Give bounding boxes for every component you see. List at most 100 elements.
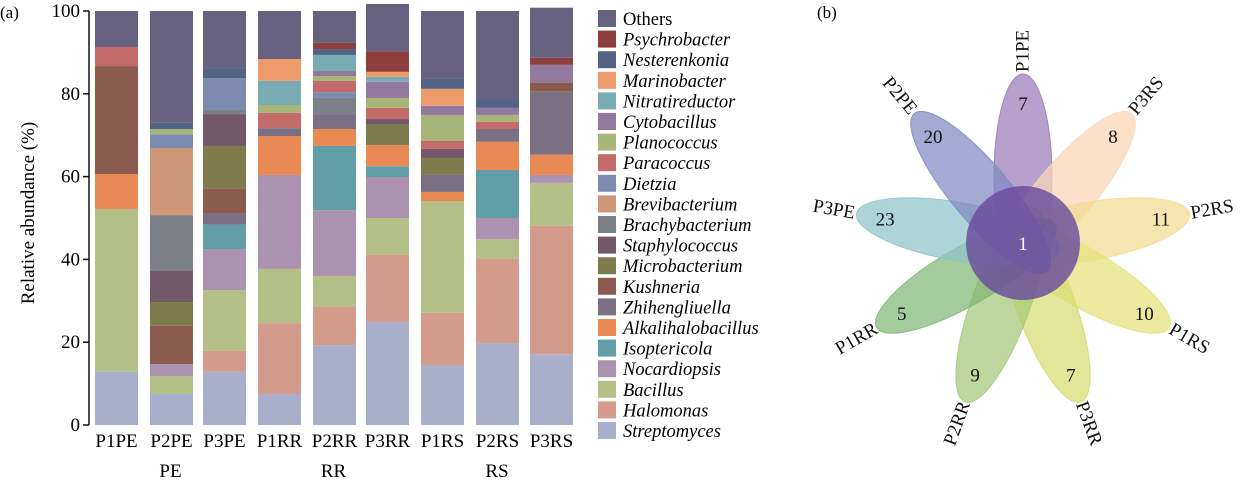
legend-swatch — [598, 339, 616, 357]
legend-item: Psychrobacter — [598, 31, 731, 51]
bar-segment-others — [258, 11, 301, 60]
legend-label: Kushneria — [622, 278, 700, 298]
bar-segment-bacillus — [476, 239, 519, 259]
legend-swatch — [598, 10, 616, 27]
bar-segment-planococcus — [476, 114, 519, 122]
legend-item: Cytobacillus — [598, 113, 717, 133]
bar-segment-planococcus — [313, 75, 356, 81]
legend-label: Microbacterium — [622, 257, 743, 277]
x-tick-label: P3RR — [365, 431, 411, 452]
bar-segment-alkalihalobacillus — [530, 154, 573, 175]
unique-count-P3RS: 8 — [1108, 127, 1118, 148]
bar-segment-zhihengliuella — [530, 91, 573, 155]
bar-segment-kushneria — [203, 188, 246, 214]
bar-segment-cytobacillus — [421, 105, 464, 115]
group-labels: PE RR RS — [159, 461, 508, 481]
bar-segment-nesterenkonia — [150, 122, 193, 129]
bar-segment-cytobacillus — [366, 81, 409, 98]
bar-segment-marinobacter — [421, 88, 464, 106]
y-axis: 0 20 40 60 80 100 — [52, 1, 90, 436]
bar-segment-nitratireductor — [258, 80, 301, 105]
bar-segment-nocardiopsis — [366, 177, 409, 218]
legend-item: Zhihengliuella — [598, 298, 731, 318]
bar-segment-isoptericola — [203, 224, 246, 250]
y-tick-label: 0 — [71, 415, 81, 436]
legend-label: Nitratireductor — [622, 92, 736, 112]
x-tick-label: P2RR — [312, 431, 358, 452]
set-label-P2RR: P2RR — [940, 398, 975, 448]
x-tick-label: P2RS — [476, 431, 519, 452]
bar-segment-halomonas — [530, 225, 573, 355]
shared-circle — [966, 186, 1080, 300]
bar-segment-cytobacillus — [313, 71, 356, 76]
legend-swatch — [598, 133, 616, 151]
legend-label: Brevibacterium — [623, 195, 737, 215]
bar-segment-nitratireductor — [366, 76, 409, 82]
x-axis-labels: P1PE P2PE P3PE P1RR P2RR P3RR P1RS P2RS P3RS — [95, 431, 573, 452]
panel-label-a: (a) — [0, 3, 19, 22]
bar-segment-psychrobacter — [313, 42, 356, 50]
legend-swatch — [598, 113, 616, 130]
x-tick-label: P1RR — [257, 431, 303, 452]
bar-segment-others — [150, 11, 193, 123]
bars — [95, 3, 573, 425]
bar-segment-streptomyces — [258, 393, 301, 425]
bar-segment-bacillus — [203, 290, 246, 351]
flower-venn-diagram: 1 7 P1PE 8 P3RS 11 P2RS 10 P1RS 7 P3RR 9 P2RR 5 P1RR 23… — [811, 30, 1235, 449]
legend-label: Staphylococcus — [623, 237, 738, 257]
bar-segment-planococcus — [366, 97, 409, 108]
legend-label: Paracoccus — [622, 154, 710, 174]
bar-segment-bacillus — [95, 208, 138, 372]
unique-count-P1RR: 5 — [897, 304, 907, 325]
legend-label: Zhihengliuella — [623, 298, 731, 318]
y-tick-label: 40 — [61, 249, 80, 270]
bar-segment-nesterenkonia — [421, 78, 464, 89]
bar-P1RR — [258, 11, 301, 425]
group-label: RS — [485, 461, 508, 481]
bar-segment-paracoccus — [313, 80, 356, 93]
legend-item: Staphylococcus — [598, 236, 738, 257]
bar-segment-microbacterium — [366, 124, 409, 146]
set-label-P2RS: P2RS — [1189, 196, 1235, 224]
bar-segment-microbacterium — [203, 145, 246, 189]
bar-segment-zhihengliuella — [313, 114, 356, 129]
legend-item: Dietzia — [598, 174, 676, 195]
bar-segment-microbacterium — [421, 157, 464, 175]
bar-segment-dietzia — [203, 78, 246, 110]
bar-segment-alkalihalobacillus — [476, 141, 519, 170]
stacked-bar-chart: 0 20 40 60 80 100 P1PE P2PE P3PE P1RR P2RR P3RR P1R… — [18, 1, 573, 481]
legend-swatch — [598, 154, 616, 172]
legend-label: Nesterenkonia — [622, 51, 729, 71]
bar-segment-alkalihalobacillus — [313, 128, 356, 146]
x-tick-label: P3RS — [530, 431, 573, 452]
legend-item: Alkalihalobacillus — [598, 319, 759, 339]
bar-segment-halomonas — [421, 312, 464, 365]
bar-segment-others — [421, 11, 464, 79]
legend-item: Others — [598, 10, 672, 30]
x-tick-label: P2PE — [150, 431, 192, 452]
bar-segment-bacillus — [366, 218, 409, 255]
y-axis-title: Relative abundance (%) — [18, 122, 39, 305]
bar-segment-psychrobacter — [530, 57, 573, 65]
bar-segment-alkalihalobacillus — [258, 136, 301, 175]
bar-segment-others — [366, 3, 409, 52]
bar-segment-zhihengliuella — [203, 213, 246, 225]
legend-label: Brachybacterium — [623, 216, 751, 236]
legend-item: Planococcus — [598, 133, 718, 154]
legend-item: Bacillus — [598, 380, 684, 401]
bar-segment-planococcus — [150, 128, 193, 135]
bar-segment-bacillus — [258, 268, 301, 324]
y-tick-label: 60 — [61, 167, 80, 188]
legend-item: Paracoccus — [598, 154, 710, 174]
bar-segment-others — [476, 11, 519, 101]
bar-segment-nocardiopsis — [313, 210, 356, 276]
bar-segment-isoptericola — [313, 145, 356, 211]
legend-swatch — [598, 422, 616, 439]
bar-segment-paracoccus — [95, 47, 138, 67]
set-label-P3RR: P3RR — [1071, 398, 1106, 448]
legend-item: Halomonas — [598, 401, 708, 421]
bar-segment-isoptericola — [476, 169, 519, 218]
bar-segment-nocardiopsis — [203, 249, 246, 291]
legend-label: Nocardiopsis — [622, 360, 721, 380]
